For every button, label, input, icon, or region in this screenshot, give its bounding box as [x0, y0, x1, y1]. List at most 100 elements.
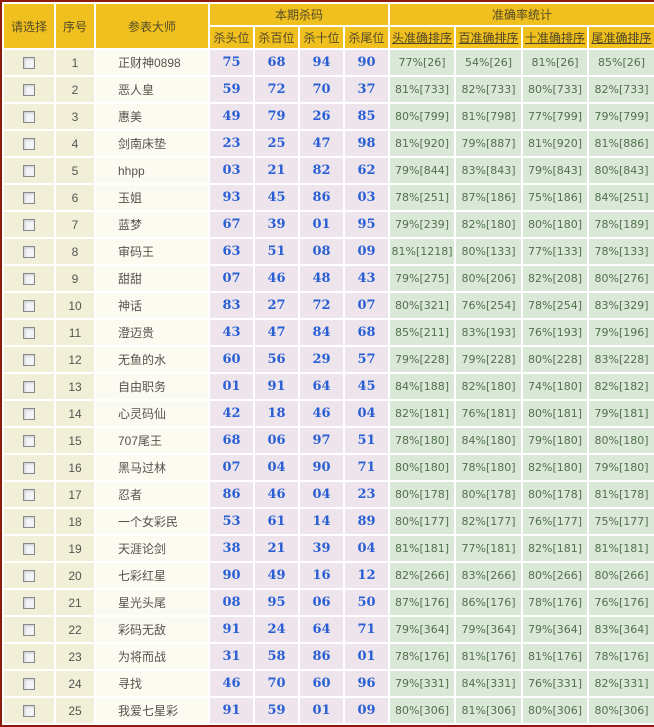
master-name: 正财神0898 — [96, 50, 208, 75]
kill-number: 09 — [345, 239, 389, 264]
row-checkbox[interactable] — [23, 219, 35, 232]
accuracy-value: 80%[180] — [523, 212, 588, 237]
select-cell — [4, 644, 54, 669]
row-checkbox[interactable] — [23, 543, 35, 556]
row-index: 23 — [56, 644, 94, 669]
kill-number: 82 — [300, 158, 343, 183]
accuracy-value: 84%[180] — [456, 428, 522, 453]
row-checkbox[interactable] — [23, 435, 35, 448]
accuracy-value: 83%[266] — [456, 563, 522, 588]
accuracy-value: 83%[193] — [456, 320, 522, 345]
row-checkbox[interactable] — [23, 705, 35, 718]
row-checkbox[interactable] — [23, 624, 35, 637]
row-index: 3 — [56, 104, 94, 129]
row-index: 5 — [56, 158, 94, 183]
row-checkbox[interactable] — [23, 678, 35, 691]
row-checkbox[interactable] — [23, 273, 35, 286]
accuracy-value: 81%[798] — [456, 104, 522, 129]
header-kill-ten: 杀十位 — [300, 27, 343, 48]
table-row: 25 我爱七星彩 91 59 01 09 80%[306] 81%[306] 80%[306] 8… — [4, 698, 654, 723]
row-index: 20 — [56, 563, 94, 588]
accuracy-value: 81%[176] — [456, 644, 522, 669]
accuracy-value: 80%[178] — [390, 482, 455, 507]
kill-number: 12 — [345, 563, 389, 588]
row-checkbox[interactable] — [23, 165, 35, 178]
kill-number: 98 — [345, 131, 389, 156]
sort-ten-accuracy[interactable]: 十准确排序 — [523, 27, 588, 48]
row-checkbox[interactable] — [23, 489, 35, 502]
header-kill-head: 杀头位 — [210, 27, 253, 48]
table-row: 13 自由职务 01 91 64 45 84%[188] 82%[180] 74%[180] 82… — [4, 374, 654, 399]
accuracy-value: 79%[364] — [523, 617, 588, 642]
accuracy-value: 84%[331] — [456, 671, 522, 696]
kill-number: 71 — [345, 617, 389, 642]
kill-number: 46 — [255, 482, 298, 507]
accuracy-value: 81%[178] — [589, 482, 654, 507]
accuracy-value: 80%[306] — [390, 698, 455, 723]
row-checkbox[interactable] — [23, 138, 35, 151]
kill-number: 58 — [255, 644, 298, 669]
row-checkbox[interactable] — [23, 57, 35, 70]
row-checkbox[interactable] — [23, 246, 35, 259]
kill-number: 59 — [255, 698, 298, 723]
row-index: 1 — [56, 50, 94, 75]
accuracy-value: 79%[239] — [390, 212, 455, 237]
sort-tail-accuracy[interactable]: 尾准确排序 — [589, 27, 654, 48]
sort-tail-accuracy-link[interactable]: 尾准确排序 — [591, 31, 652, 45]
row-checkbox[interactable] — [23, 111, 35, 124]
row-checkbox[interactable] — [23, 597, 35, 610]
row-checkbox[interactable] — [23, 84, 35, 97]
kill-number: 91 — [255, 374, 298, 399]
select-cell — [4, 266, 54, 291]
sort-ten-accuracy-link[interactable]: 十准确排序 — [525, 31, 586, 45]
master-name: 审码王 — [96, 239, 208, 264]
row-index: 9 — [56, 266, 94, 291]
row-checkbox[interactable] — [23, 300, 35, 313]
kill-number: 08 — [210, 590, 253, 615]
row-checkbox[interactable] — [23, 327, 35, 340]
select-cell — [4, 374, 54, 399]
kill-number: 01 — [300, 212, 343, 237]
accuracy-value: 80%[178] — [456, 482, 522, 507]
sort-hundred-accuracy-link[interactable]: 百准确排序 — [458, 31, 519, 45]
kill-number: 64 — [300, 374, 343, 399]
accuracy-value: 82%[180] — [456, 212, 522, 237]
kill-number: 01 — [345, 644, 389, 669]
kill-number: 03 — [345, 185, 389, 210]
row-checkbox[interactable] — [23, 651, 35, 664]
accuracy-value: 82%[181] — [523, 536, 588, 561]
kill-number: 01 — [210, 374, 253, 399]
row-checkbox[interactable] — [23, 516, 35, 529]
row-checkbox[interactable] — [23, 462, 35, 475]
accuracy-value: 82%[180] — [456, 374, 522, 399]
kill-number: 48 — [300, 266, 343, 291]
kill-number: 91 — [210, 698, 253, 723]
accuracy-value: 80%[181] — [523, 401, 588, 426]
kill-number: 46 — [210, 671, 253, 696]
kill-number: 68 — [210, 428, 253, 453]
kill-number: 49 — [210, 104, 253, 129]
row-checkbox[interactable] — [23, 354, 35, 367]
kill-number: 96 — [345, 671, 389, 696]
accuracy-value: 78%[180] — [456, 455, 522, 480]
sort-head-accuracy[interactable]: 头准确排序 — [390, 27, 455, 48]
accuracy-value: 76%[254] — [456, 293, 522, 318]
accuracy-value: 81%[733] — [390, 77, 455, 102]
kill-number: 38 — [210, 536, 253, 561]
accuracy-value: 80%[733] — [523, 77, 588, 102]
row-index: 2 — [56, 77, 94, 102]
accuracy-value: 82%[733] — [589, 77, 654, 102]
row-checkbox[interactable] — [23, 381, 35, 394]
row-checkbox[interactable] — [23, 192, 35, 205]
row-checkbox[interactable] — [23, 408, 35, 421]
sort-head-accuracy-link[interactable]: 头准确排序 — [392, 31, 453, 45]
accuracy-value: 75%[177] — [589, 509, 654, 534]
kill-number: 06 — [255, 428, 298, 453]
row-checkbox[interactable] — [23, 570, 35, 583]
sort-hundred-accuracy[interactable]: 百准确排序 — [456, 27, 522, 48]
kill-number: 09 — [345, 698, 389, 723]
accuracy-value: 79%[331] — [390, 671, 455, 696]
kill-number: 72 — [300, 293, 343, 318]
select-cell — [4, 455, 54, 480]
accuracy-value: 80%[206] — [456, 266, 522, 291]
